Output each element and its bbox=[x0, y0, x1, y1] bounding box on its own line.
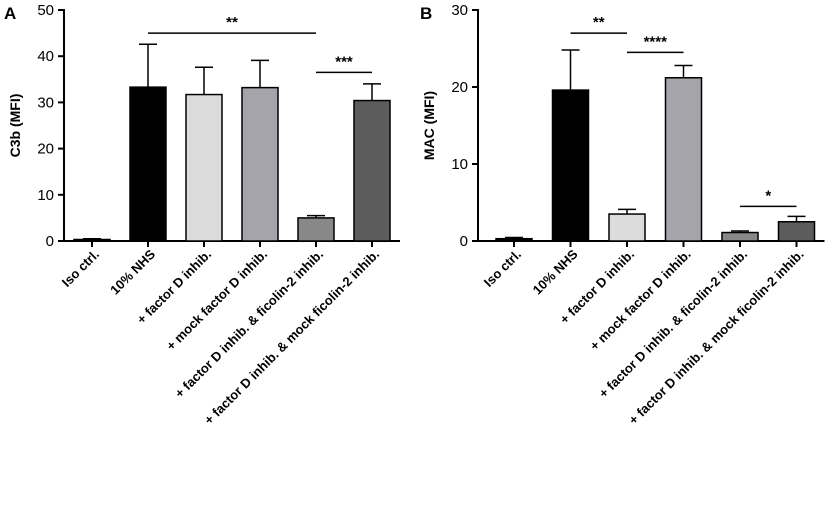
significance-label: *** bbox=[335, 53, 353, 70]
bar bbox=[495, 237, 533, 242]
significance-label: * bbox=[765, 187, 771, 204]
x-tick-label: 10% NHS bbox=[107, 246, 158, 297]
significance-label: ** bbox=[226, 14, 238, 31]
bar bbox=[241, 86, 279, 242]
y-tick-label: 30 bbox=[451, 2, 468, 19]
bar bbox=[777, 221, 816, 242]
y-tick-label: 30 bbox=[37, 94, 54, 111]
bar bbox=[664, 77, 703, 242]
bar bbox=[551, 89, 590, 242]
bar bbox=[608, 213, 646, 242]
y-axis-title: C3b (MFI) bbox=[7, 94, 23, 158]
y-tick-label: 50 bbox=[37, 2, 54, 19]
y-tick-label: 10 bbox=[451, 156, 468, 173]
y-tick-label: 40 bbox=[37, 48, 54, 65]
y-tick-label: 10 bbox=[37, 187, 54, 204]
x-tick-label: + mock factor D inhib. bbox=[163, 247, 270, 354]
bar bbox=[297, 217, 335, 242]
y-axis-title: MAC (MFI) bbox=[421, 91, 437, 160]
significance-label: ** bbox=[593, 14, 605, 31]
y-tick-label: 20 bbox=[451, 79, 468, 96]
significance-label: **** bbox=[644, 33, 668, 50]
x-tick-label: + mock factor D inhib. bbox=[587, 247, 694, 354]
x-tick-label: Iso ctrl. bbox=[481, 247, 524, 290]
y-tick-label: 0 bbox=[46, 233, 54, 250]
bar bbox=[73, 238, 111, 242]
x-tick-label: Iso ctrl. bbox=[59, 247, 102, 290]
panel-letter: A bbox=[4, 4, 16, 23]
y-tick-label: 0 bbox=[460, 233, 468, 250]
bar bbox=[721, 231, 759, 242]
x-tick-label: 10% NHS bbox=[530, 246, 581, 297]
y-tick-label: 20 bbox=[37, 141, 54, 158]
bar bbox=[129, 86, 167, 242]
bar bbox=[353, 99, 391, 242]
panel-letter: B bbox=[420, 4, 432, 23]
bar bbox=[185, 93, 223, 242]
